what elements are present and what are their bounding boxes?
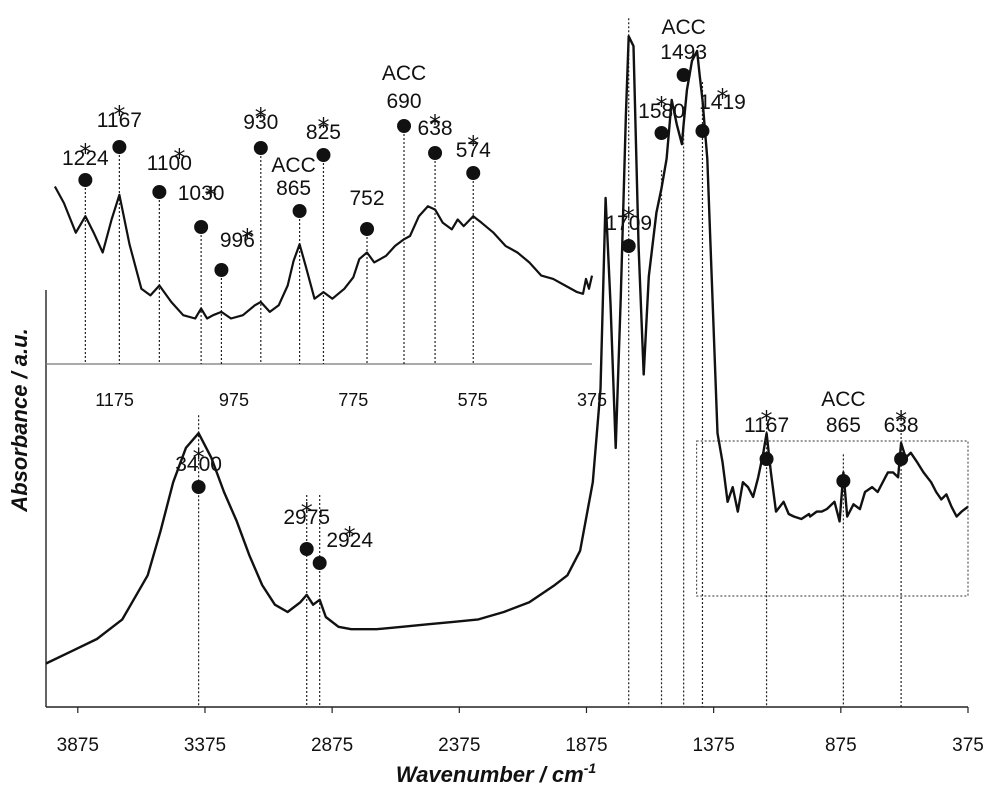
- inset-peak-marker: [292, 204, 307, 218]
- inset-peak-acc-label: ACC: [382, 62, 426, 85]
- inset-x-tick-label: 575: [458, 390, 488, 410]
- main-axes: 3875 3375 2875 2375 1875 1375 875 375: [45, 290, 984, 756]
- peak-marker: [312, 556, 327, 570]
- inset-x-tick-label: 975: [219, 390, 249, 410]
- peak-marker: [621, 239, 636, 253]
- peak-label: 1709: [605, 212, 652, 235]
- inset-peak-label: 1030: [178, 182, 225, 205]
- zoom-box-frame: [696, 440, 969, 597]
- peak-acc-label: ACC: [661, 16, 705, 39]
- inset-peak-label: 638: [418, 117, 453, 140]
- inset-peak-marker: [466, 166, 481, 180]
- zoom-region-box: [696, 440, 969, 597]
- inset-x-tick-label: 1175: [95, 390, 134, 410]
- inset-axes: 1175 975 775 575 375: [46, 363, 607, 410]
- inset-peak-markers: 1224*1167*1100*1030*996*930*865ACC825*75…: [62, 62, 491, 364]
- inset-peak-label: 996: [220, 229, 255, 252]
- peak-marker: [676, 68, 691, 82]
- inset-spectrum: [53, 185, 594, 320]
- peak-label: 2924: [326, 529, 373, 552]
- main-peak-markers: 3400*2975*2924*1709*1580*1493ACC1419*116…: [175, 16, 919, 707]
- peak-label: 2975: [283, 506, 330, 529]
- peak-label: 638: [884, 414, 919, 437]
- spectrum-line: [45, 35, 969, 665]
- peak-label: 1419: [699, 91, 746, 114]
- x-tick-label: 2875: [311, 735, 353, 756]
- x-tick-label: 3875: [57, 735, 99, 756]
- inset-peak-label: 825: [306, 121, 341, 144]
- x-tick-label: 1375: [693, 735, 735, 756]
- inset-peak-star: *: [255, 103, 267, 131]
- inset-peak-star: *: [317, 113, 329, 141]
- peak-marker: [299, 542, 314, 556]
- inset-peak-label: 690: [386, 90, 421, 113]
- peak-label: 1493: [660, 41, 707, 64]
- inset-peak-marker: [152, 185, 167, 199]
- peak-star: *: [716, 84, 728, 112]
- inset-peak-star: *: [113, 101, 125, 129]
- inset-peak-star: *: [467, 131, 479, 159]
- peak-star: *: [344, 522, 356, 550]
- inset-peak-marker: [78, 173, 93, 187]
- x-tick-label: 2375: [438, 735, 480, 756]
- peak-marker: [654, 126, 669, 140]
- inset-peak-marker: [112, 140, 127, 154]
- inset-peak-star: *: [241, 224, 253, 252]
- peak-acc-label: ACC: [821, 388, 865, 411]
- inset-peak-label: 574: [456, 139, 491, 162]
- peak-label: 1167: [744, 414, 789, 437]
- peak-marker: [191, 480, 206, 494]
- x-tick-label: 1875: [565, 735, 607, 756]
- inset-peak-marker: [428, 146, 443, 160]
- inset-peak-star: *: [173, 144, 185, 172]
- inset-peak-star: *: [79, 139, 91, 167]
- inset-peak-marker: [253, 141, 268, 155]
- inset-peak-marker: [194, 220, 209, 234]
- peak-star: *: [656, 92, 668, 120]
- inset-peak-acc-label: ACC: [271, 154, 315, 177]
- inset-peak-label: 1167: [97, 109, 142, 132]
- inset-peak-label: 1224: [62, 147, 109, 170]
- inset-peak-label: 1100: [147, 152, 192, 175]
- inset-spectrum-line: [53, 185, 594, 320]
- peak-star: *: [761, 406, 773, 434]
- peak-star: *: [193, 444, 205, 472]
- x-tick-label: 875: [825, 735, 857, 756]
- inset-x-tick-label: 375: [577, 390, 607, 410]
- inset-peak-label: 930: [243, 111, 278, 134]
- peak-star: *: [623, 203, 635, 231]
- inset-peak-label: 752: [349, 187, 384, 210]
- inset-peak-label: 865: [276, 177, 311, 200]
- peak-label: 865: [826, 414, 861, 437]
- peak-star: *: [895, 406, 907, 434]
- peak-label: 3400: [175, 453, 222, 476]
- x-tick-label: 375: [952, 735, 984, 756]
- inset-peak-marker: [360, 222, 375, 236]
- y-axis-title: Absorbance / a.u.: [7, 328, 32, 512]
- inset-peak-marker: [214, 263, 229, 277]
- inset-peak-star: *: [205, 182, 217, 210]
- x-axis-title: Wavenumber / cm-1: [396, 760, 597, 787]
- peak-marker: [695, 124, 710, 138]
- x-tick-label: 3375: [184, 735, 226, 756]
- peak-star: *: [301, 498, 313, 526]
- inset-peak-marker: [316, 148, 331, 162]
- main-spectrum: [45, 35, 969, 665]
- inset-peak-marker: [397, 119, 412, 133]
- inset-peak-star: *: [429, 110, 441, 138]
- inset-x-tick-label: 775: [338, 390, 368, 410]
